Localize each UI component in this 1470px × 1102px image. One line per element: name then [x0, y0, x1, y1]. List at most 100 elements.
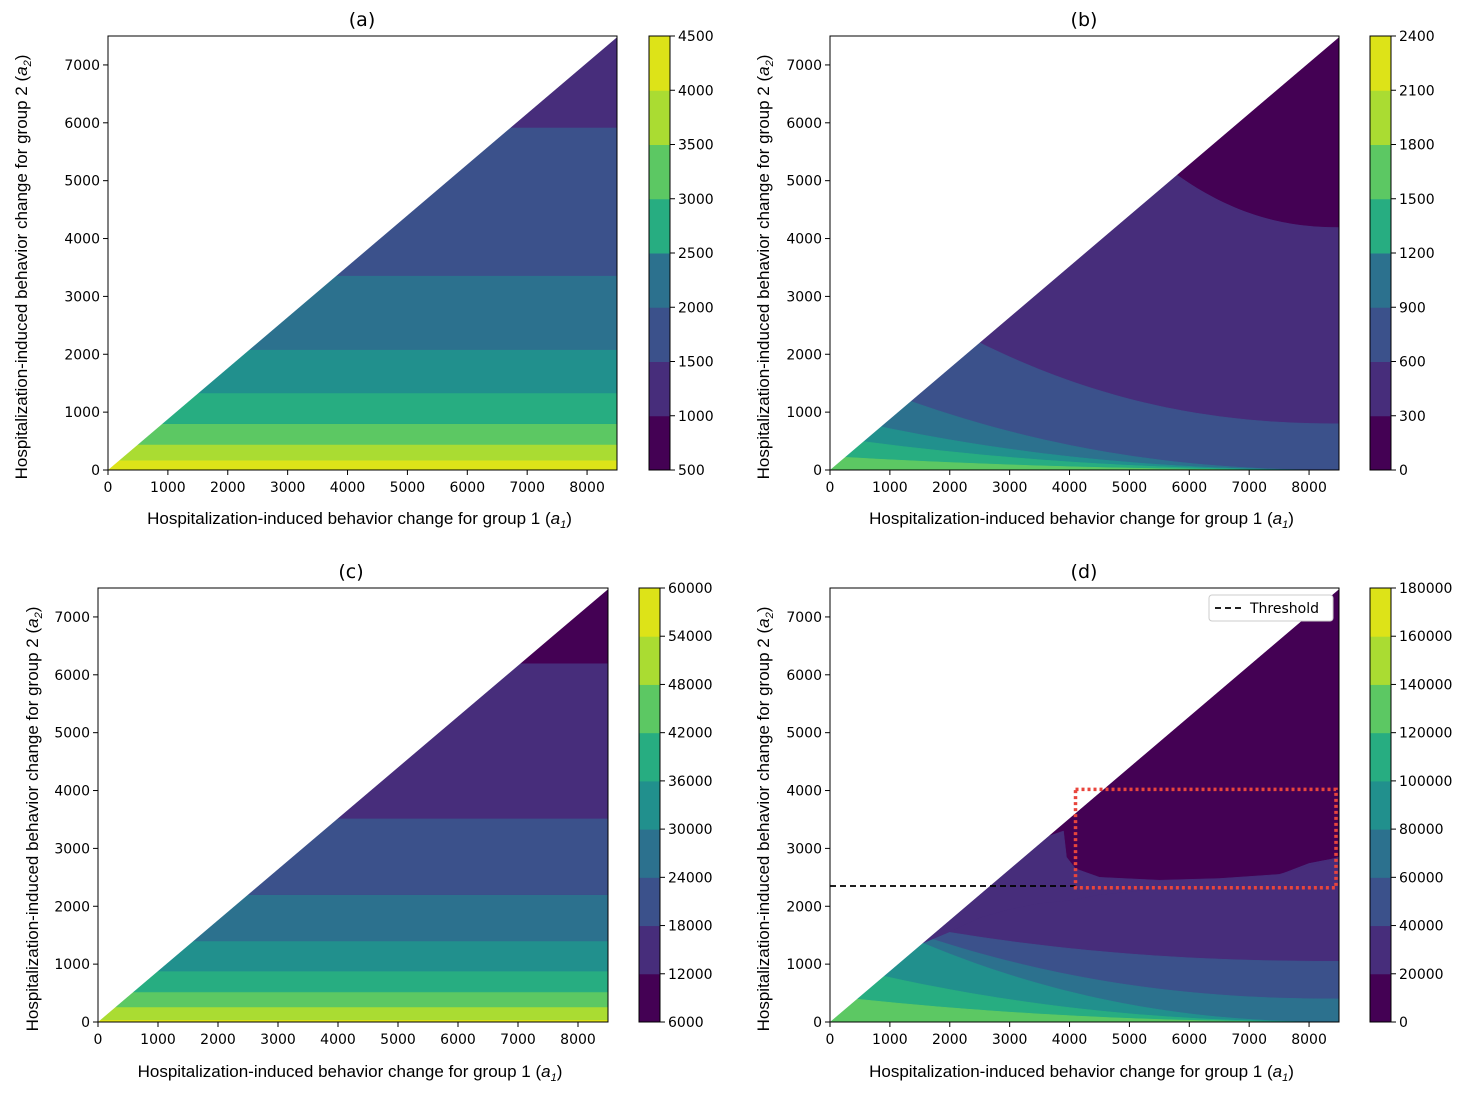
- y-tick-label-c-1: 1000: [54, 957, 90, 973]
- y-tick-label-a-3: 3000: [64, 289, 100, 305]
- colorbar-tick-label-d-1: 20000: [1399, 967, 1444, 983]
- y-tick-label-b-4: 4000: [786, 232, 822, 248]
- colorbar-tick-label-d-5: 100000: [1399, 774, 1452, 790]
- empty-region-d: [830, 588, 1339, 1022]
- panel-a: 0 1000 2000 3000 4000 5000 6000 7000 8000 0 1000 20…: [12, 9, 714, 531]
- panel-title-c: (c): [338, 561, 363, 583]
- colorbar-segment-a-2: [649, 307, 670, 362]
- colorbar-tick-label-a-1: 1000: [678, 409, 714, 425]
- x-tick-label-c-2: 2000: [200, 1032, 236, 1048]
- contour-band-c-2: [114, 991, 608, 1008]
- x-tick-label-b-8: 8000: [1291, 480, 1327, 496]
- contour-band-a-1: [118, 444, 617, 461]
- axes-frame-d: [829, 587, 1340, 1023]
- y-tick-label-c-4: 4000: [54, 784, 90, 800]
- colorbar-segment-c-7: [639, 636, 660, 685]
- y-tick-label-c-2: 2000: [54, 899, 90, 915]
- colorbar-tick-label-c-6: 42000: [668, 726, 713, 742]
- axes-frame-a: [107, 35, 618, 471]
- colorbar-tick-label-a-5: 3000: [678, 192, 714, 208]
- panel-c: 0 1000 2000 3000 4000 5000 6000 7000 8000 0 1000 20…: [23, 561, 713, 1084]
- x-tick-label-c-0: 0: [94, 1032, 103, 1048]
- x-tick-label-d-4: 4000: [1052, 1032, 1088, 1048]
- colorbar-tick-label-c-3: 24000: [668, 870, 713, 886]
- legend-box: Threshold: [1208, 594, 1334, 622]
- x-tick-label-a-0: 0: [104, 480, 113, 496]
- panel-title-d: (d): [1071, 561, 1098, 583]
- colorbar-tick-label-d-3: 60000: [1399, 870, 1444, 886]
- y-tick-label-d-3: 3000: [786, 841, 822, 857]
- colorbar-segment-b-6: [1370, 90, 1391, 145]
- x-tick-label-b-3: 3000: [992, 480, 1028, 496]
- contour-band-c-1: [99, 1006, 608, 1021]
- contour-band-c-5: [192, 894, 608, 942]
- contour-band-c-3: [132, 970, 608, 993]
- colorbar-tick-label-c-5: 36000: [668, 774, 713, 790]
- colorbar-segment-c-3: [639, 829, 660, 878]
- colorbar-tick-label-a-0: 500: [678, 463, 705, 479]
- x-tick-label-d-7: 7000: [1231, 1032, 1267, 1048]
- colorbar-segment-b-0: [1370, 415, 1391, 471]
- contour-band-a-0: [108, 459, 617, 470]
- colorbar-tick-label-d-7: 140000: [1399, 677, 1452, 693]
- colorbar-frame-d: [1369, 587, 1392, 1023]
- x-tick-label-a-2: 2000: [210, 480, 246, 496]
- y-tick-label-b-1: 1000: [786, 405, 822, 421]
- colorbar-segment-c-4: [639, 780, 660, 830]
- y-tick-label-a-2: 2000: [64, 347, 100, 363]
- x-tick-label-d-3: 3000: [992, 1032, 1028, 1048]
- panel-title-a: (a): [349, 9, 375, 31]
- x-axis-label-a: Hospitalization-induced behavior change …: [147, 509, 572, 531]
- x-tick-label-b-4: 4000: [1052, 480, 1088, 496]
- contour-region-b-top: [1176, 36, 1339, 228]
- plot-area-d: [830, 588, 1339, 1022]
- plot-area-c: [98, 588, 608, 1022]
- y-axis-label-b: Hospitalization-induced behavior change …: [754, 55, 776, 480]
- colorbar-tick-label-b-3: 900: [1399, 300, 1426, 316]
- y-tick-label-d-2: 2000: [786, 899, 822, 915]
- y-tick-label-c-7: 7000: [54, 610, 90, 626]
- x-tick-label-a-5: 5000: [390, 480, 426, 496]
- x-tick-label-c-6: 6000: [440, 1032, 476, 1048]
- empty-region-b: [830, 36, 1339, 470]
- y-tick-label-a-1: 1000: [64, 405, 100, 421]
- contour-band-c-4: [157, 940, 608, 972]
- colorbar-tick-label-b-5: 1500: [1399, 192, 1435, 208]
- colorbar-tick-label-c-2: 18000: [668, 919, 713, 935]
- plot-area-a: [108, 36, 617, 470]
- colorbar-tick-label-a-2: 1500: [678, 355, 714, 371]
- x-tick-label-d-1: 1000: [872, 1032, 908, 1048]
- axes-frame-b: [829, 35, 1340, 471]
- x-tick-label-c-5: 5000: [380, 1032, 416, 1048]
- y-tick-label-b-5: 5000: [786, 174, 822, 190]
- colorbar-segment-a-3: [649, 253, 670, 308]
- colorbar-tick-label-b-2: 600: [1399, 355, 1426, 371]
- colorbar-segment-d-1: [1370, 925, 1391, 975]
- contour-band-a-2: [137, 423, 617, 445]
- y-tick-label-c-6: 6000: [54, 668, 90, 684]
- x-tick-label-a-7: 7000: [509, 480, 545, 496]
- colorbar-segment-a-6: [649, 90, 670, 145]
- x-tick-label-c-3: 3000: [260, 1032, 296, 1048]
- x-tick-label-a-1: 1000: [150, 480, 186, 496]
- x-tick-label-d-5: 5000: [1112, 1032, 1148, 1048]
- colorbar-tick-label-d-2: 40000: [1399, 919, 1444, 935]
- colorbar-segment-a-5: [649, 144, 670, 200]
- colorbar-tick-label-b-0: 0: [1399, 463, 1408, 479]
- colorbar-tick-label-a-6: 3500: [678, 138, 714, 154]
- colorbar-segment-d-3: [1370, 829, 1391, 878]
- contour-band-a-3: [161, 392, 617, 425]
- x-tick-label-d-8: 8000: [1291, 1032, 1327, 1048]
- contour-band-a-4: [197, 349, 617, 394]
- colorbar-segment-d-6: [1370, 684, 1391, 734]
- colorbar-tick-label-d-6: 120000: [1399, 726, 1452, 742]
- colorbar-segment-b-5: [1370, 144, 1391, 200]
- colorbar-segment-d-2: [1370, 877, 1391, 927]
- colorbar-segment-b-2: [1370, 307, 1391, 362]
- x-tick-label-b-0: 0: [826, 480, 835, 496]
- y-axis-label-d: Hospitalization-induced behavior change …: [754, 607, 776, 1032]
- colorbar-tick-label-c-0: 6000: [668, 1015, 704, 1031]
- y-tick-label-b-6: 6000: [786, 116, 822, 132]
- colorbar-tick-label-b-4: 1200: [1399, 246, 1435, 262]
- y-tick-label-b-0: 0: [813, 463, 822, 479]
